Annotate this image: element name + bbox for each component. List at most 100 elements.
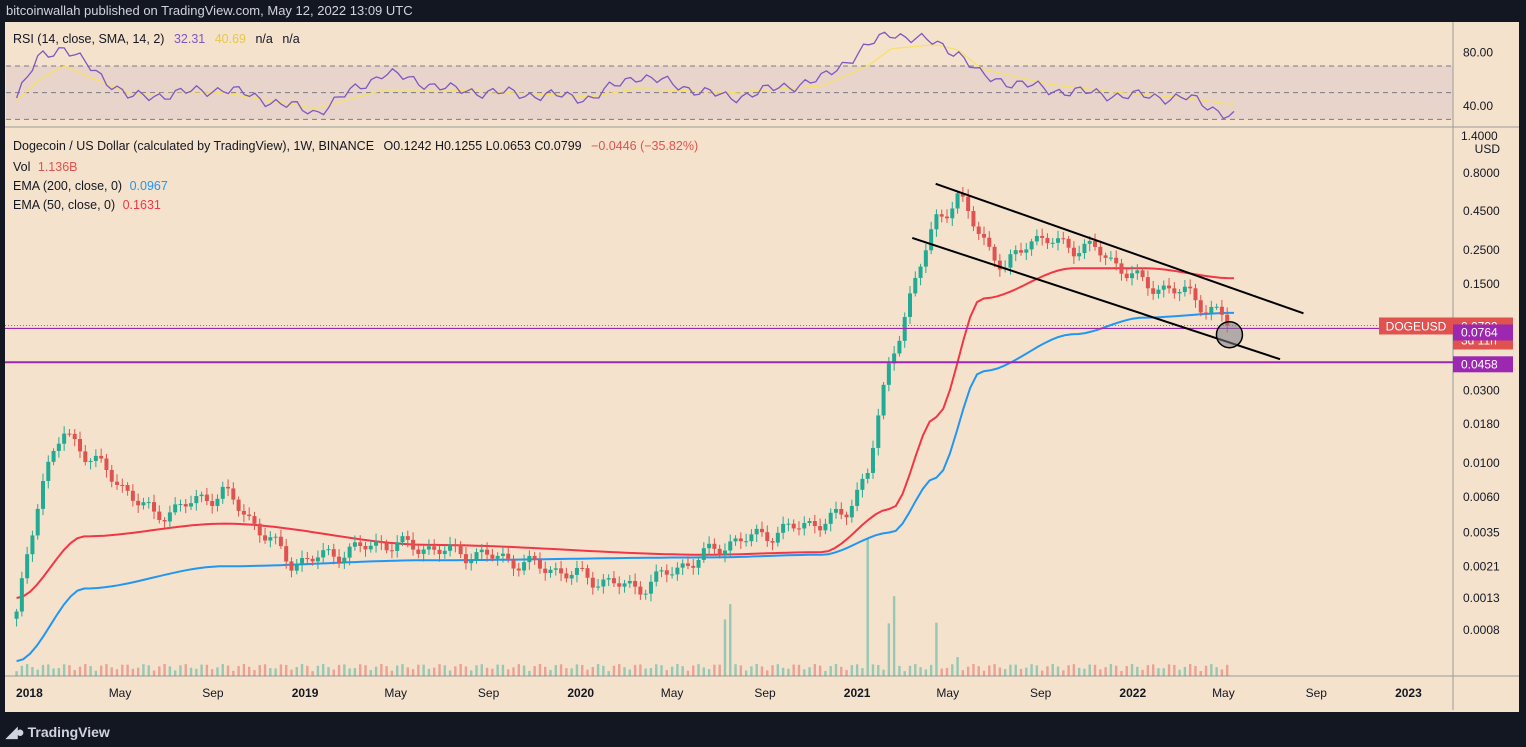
volume-bar	[766, 670, 769, 676]
volume-bar	[1188, 664, 1192, 676]
volume-bar	[1162, 668, 1165, 676]
candle-body	[987, 237, 992, 247]
candle-body	[1135, 270, 1140, 274]
volume-bar	[1077, 667, 1081, 676]
volume-bar	[512, 667, 515, 676]
volume-bar	[945, 667, 949, 676]
volume-bar	[792, 664, 795, 676]
candle-body	[506, 553, 511, 559]
candle-body	[574, 567, 579, 575]
candle-body	[78, 439, 83, 452]
time-axis-label: Sep	[754, 686, 776, 700]
volume-bar	[78, 666, 82, 676]
candle-body	[670, 574, 675, 576]
candle-body	[722, 550, 727, 555]
candle-body	[744, 541, 749, 543]
volume-bar	[618, 664, 621, 676]
tradingview-logo[interactable]: ◢● TradingView	[6, 723, 110, 741]
candle-body	[1140, 270, 1145, 278]
volume-bar	[961, 670, 965, 676]
chart-panel[interactable]: 80.00 40.00 1.4000 USD 0.8000 0.4500 0.2500 0.1…	[5, 22, 1519, 712]
volume-bar	[237, 666, 240, 676]
candle-body	[844, 514, 849, 518]
candle-body	[675, 567, 680, 575]
publish-info: bitcoinwallah published on TradingView.c…	[6, 3, 413, 18]
candle-body	[1204, 312, 1209, 314]
volume-bar	[676, 664, 679, 676]
volume-bar	[755, 664, 758, 676]
time-axis-label: 2023	[1395, 686, 1422, 700]
candle-body	[400, 536, 405, 543]
volume-bar	[147, 665, 150, 676]
volume-bar	[1109, 664, 1113, 676]
volume-bar	[25, 664, 29, 676]
candle-body	[839, 508, 844, 515]
volume-bar	[528, 670, 531, 676]
volume-bar	[316, 665, 320, 676]
candle-body	[622, 583, 627, 587]
volume-bar	[929, 664, 933, 676]
candle-body	[754, 528, 759, 535]
candle-body	[405, 536, 410, 540]
volume-bar	[1130, 664, 1134, 676]
candle-body	[337, 556, 342, 564]
volume-bar	[718, 664, 721, 676]
candle-body	[432, 546, 437, 550]
candle-body	[263, 535, 268, 541]
volume-bar	[1157, 668, 1160, 676]
candle-body	[231, 488, 236, 500]
volume-bar	[1056, 666, 1060, 676]
volume-bar	[803, 669, 806, 676]
time-axis-label: 2018	[16, 686, 43, 700]
volume-bar	[649, 668, 653, 676]
volume-bar	[1046, 666, 1049, 676]
candle-body	[46, 461, 51, 482]
volume-bar	[623, 667, 626, 676]
volume-bar	[914, 664, 917, 676]
volume-bar	[898, 665, 901, 676]
volume-bar	[713, 664, 716, 676]
candle-body	[1198, 300, 1203, 313]
candle-body	[522, 562, 527, 571]
candle-body	[775, 532, 780, 543]
candle-body	[897, 340, 902, 354]
volume-bar	[485, 667, 489, 676]
candle-body	[532, 555, 537, 560]
candle-body	[828, 512, 833, 524]
candle-body	[918, 266, 923, 278]
candle-body	[823, 523, 828, 531]
volume-bar	[1146, 665, 1150, 676]
volume-bar	[448, 670, 452, 676]
candle-body	[268, 537, 273, 541]
candle-body	[580, 567, 585, 569]
volume-bar	[1093, 664, 1097, 676]
price-axis-label: 0.0060	[1463, 490, 1500, 504]
candle-body	[648, 581, 653, 594]
volume-bar	[1030, 664, 1033, 676]
candle-body	[326, 549, 331, 551]
volume-bar	[210, 669, 214, 676]
volume-bar	[126, 664, 129, 676]
time-axis-label: 2019	[292, 686, 319, 700]
symbol-tag	[1379, 317, 1453, 335]
volume-bar	[464, 666, 468, 676]
candle-body	[83, 451, 88, 462]
candle-body	[125, 485, 130, 491]
price-axis-label: 0.0013	[1463, 591, 1500, 605]
candle-body	[305, 558, 310, 560]
candle-body	[500, 553, 505, 556]
candle-body	[284, 546, 289, 562]
candle-body	[315, 557, 320, 562]
volume-bar	[1167, 664, 1171, 676]
candle-body	[183, 504, 188, 507]
candle-body	[759, 528, 764, 533]
level-tag	[1453, 324, 1513, 341]
candle-body	[51, 450, 56, 462]
volume-bar	[993, 664, 996, 676]
volume-bar	[591, 666, 595, 676]
candle-body	[516, 568, 521, 571]
volume-bar	[877, 664, 880, 676]
candle-body	[241, 510, 246, 515]
time-axis-label: 2021	[844, 686, 871, 700]
